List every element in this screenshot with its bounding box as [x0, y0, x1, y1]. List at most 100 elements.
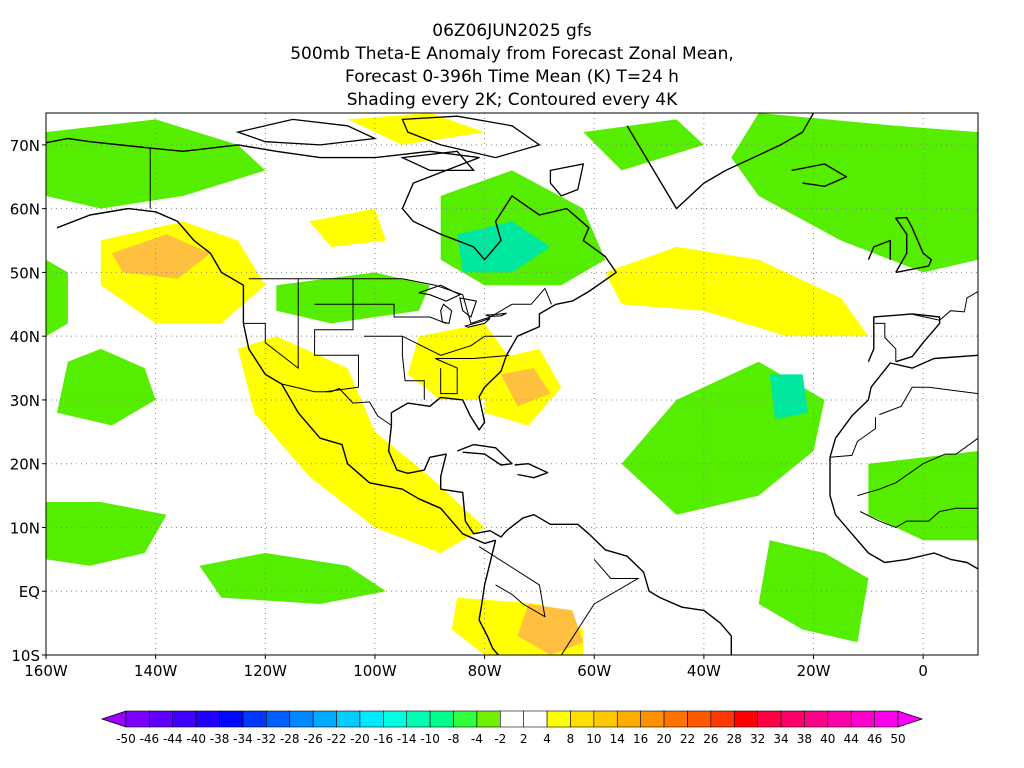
- green-anomaly-region: [731, 113, 978, 273]
- longitude-tick-label: 80W: [468, 662, 502, 680]
- political-border: [248, 278, 552, 325]
- coastline: [478, 540, 499, 655]
- colorbar-swatch: [850, 710, 875, 728]
- colorbar-label: -10: [420, 732, 440, 746]
- colorbar-label: 8: [567, 732, 575, 746]
- political-border: [314, 303, 447, 324]
- colorbar-label: 50: [890, 732, 905, 746]
- longitude-tick-label: 60W: [577, 662, 611, 680]
- longitude-tick-label: 140W: [134, 662, 178, 680]
- coastlines-and-borders: [46, 113, 978, 655]
- coastline: [791, 163, 848, 188]
- colorbar-swatch: [219, 710, 244, 728]
- title-line-1: 06Z06JUN2025 gfs: [432, 21, 592, 41]
- colorbar-label: -34: [233, 732, 253, 746]
- orange-anomaly-region: [517, 604, 584, 655]
- colorbar-swatch: [640, 710, 665, 728]
- colorbar-label: 46: [867, 732, 882, 746]
- yellow-anomaly-region: [309, 208, 386, 247]
- political-border: [913, 291, 978, 321]
- green-anomaly-region: [583, 119, 704, 171]
- colorbar-label: 28: [727, 732, 742, 746]
- coastline: [829, 457, 978, 570]
- colorbar-swatch: [289, 710, 314, 728]
- colorbar-label: 34: [773, 732, 788, 746]
- colorbar-swatch: [710, 710, 735, 728]
- longitude-tick-label: 120W: [244, 662, 288, 680]
- colorbar: -50 -46 -44 -40 -38 -34 -32 -28 -26 -22 -20 -16 -14-…: [100, 710, 924, 746]
- longitude-tick-label: 100W: [353, 662, 397, 680]
- colorbar-swatch: [242, 710, 267, 728]
- colorbar-swatch: [687, 710, 712, 728]
- colorbar-label: 38: [797, 732, 812, 746]
- colorbar-swatch: [266, 710, 291, 728]
- colorbar-label: -32: [257, 732, 277, 746]
- colorbar-swatch: [593, 710, 618, 728]
- orange-anomaly-region: [501, 368, 551, 407]
- longitude-tick-label: 160W: [24, 662, 68, 680]
- political-border: [857, 437, 978, 497]
- coastline: [46, 137, 617, 431]
- colorbar-swatch: [570, 710, 595, 728]
- coastline: [514, 463, 549, 479]
- colorbar-swatch: [172, 710, 197, 728]
- green-anomaly-region: [46, 259, 68, 337]
- colorbar-swatch: [336, 710, 361, 728]
- teal-anomaly-region: [457, 221, 551, 273]
- colorbar-swatch: [149, 710, 174, 728]
- colorbar-swatch: [453, 710, 478, 728]
- coastline: [895, 216, 933, 274]
- colorbar-swatch: [804, 710, 829, 728]
- green-anomaly-region: [199, 553, 386, 604]
- colorbar-swatch: [359, 710, 384, 728]
- lake-outline: [459, 297, 478, 318]
- colorbar-label: -22: [327, 732, 347, 746]
- green-anomaly-region: [758, 540, 869, 643]
- title-line-4: Shading every 2K; Contoured every 4K: [346, 90, 678, 110]
- colorbar-swatch: [383, 710, 408, 728]
- colorbar-label: -4: [471, 732, 483, 746]
- coastline: [867, 313, 941, 363]
- colorbar-swatch: [546, 710, 571, 728]
- colorbar-label: 16: [633, 732, 648, 746]
- latitude-tick-label: 30N: [10, 392, 40, 410]
- orange-anomaly-region: [111, 234, 211, 279]
- colorbar-label: 10: [586, 732, 601, 746]
- colorbar-swatch: [125, 710, 150, 728]
- colorbar-label: -20: [350, 732, 370, 746]
- green-anomaly-region: [46, 502, 167, 566]
- political-border: [859, 507, 978, 529]
- island-outline: [235, 118, 378, 146]
- latitude-tick-label: EQ: [19, 583, 40, 601]
- coastline: [456, 443, 513, 466]
- colorbar-label: -38: [210, 732, 230, 746]
- colorbar-label: -46: [140, 732, 160, 746]
- teal-anomaly-region: [769, 374, 808, 420]
- political-border: [478, 546, 546, 618]
- colorbar-min-arrow: [100, 710, 127, 728]
- colorbar-label: 44: [844, 732, 859, 746]
- political-border: [281, 383, 392, 426]
- colorbar-swatch: [312, 710, 337, 728]
- colorbar-label: 20: [656, 732, 671, 746]
- colorbar-label: 4: [543, 732, 551, 746]
- latitude-tick-label: 60N: [10, 201, 40, 219]
- colorbar-swatch: [429, 710, 454, 728]
- longitude-tick-label: 40W: [687, 662, 721, 680]
- colorbar-swatch: [733, 710, 758, 728]
- coastline: [387, 425, 732, 655]
- political-border: [314, 278, 359, 393]
- title-line-3: Forecast 0-396h Time Mean (K) T=24 h: [345, 67, 679, 87]
- colorbar-swatch: [195, 710, 220, 728]
- latitude-tick-label: 50N: [10, 264, 40, 282]
- lake-outline: [463, 317, 491, 328]
- colorbar-swatch: [827, 710, 852, 728]
- colorbar-label: 14: [610, 732, 625, 746]
- longitude-tick-label: 0: [918, 662, 928, 680]
- colorbar-label: 22: [680, 732, 695, 746]
- title-line-2: 500mb Theta-E Anomaly from Forecast Zona…: [290, 44, 734, 64]
- colorbar-max-arrow: [897, 710, 924, 728]
- colorbar-label: -8: [448, 732, 460, 746]
- plot-frame: [45, 112, 979, 656]
